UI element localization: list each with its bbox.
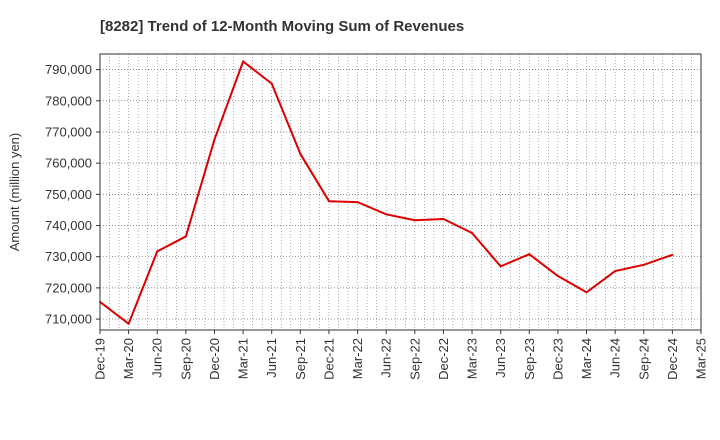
x-tick-label: Mar-22 [350, 338, 365, 379]
x-tick-label: Dec-23 [550, 338, 565, 380]
y-axis-ticks: 710,000 720,000 730,000 740,000 750,000 760,0… [45, 62, 100, 327]
data-point [528, 253, 531, 256]
x-tick-label: Dec-24 [665, 338, 680, 380]
x-tick-label: Mar-23 [465, 338, 480, 379]
y-tick-label: 770,000 [45, 124, 92, 139]
y-tick-label: 750,000 [45, 187, 92, 202]
chart-title: [8282] Trend of 12-Month Moving Sum of R… [100, 18, 464, 35]
data-point [184, 235, 187, 238]
x-tick-label: Mar-20 [121, 338, 136, 379]
data-point [327, 200, 330, 203]
data-point [156, 250, 159, 253]
data-point [242, 60, 245, 63]
x-tick-label: Dec-22 [436, 338, 451, 380]
x-tick-label: Dec-21 [321, 338, 336, 380]
x-tick-label: Dec-19 [93, 338, 108, 380]
x-tick-label: Dec-20 [207, 338, 222, 380]
data-point [556, 275, 559, 278]
y-tick-label: 710,000 [45, 312, 92, 327]
x-tick-label: Sep-20 [178, 338, 193, 380]
data-point [671, 253, 674, 256]
x-tick-label: Jun-20 [150, 338, 165, 378]
y-tick-label: 740,000 [45, 218, 92, 233]
x-tick-label: Sep-23 [522, 338, 537, 380]
x-tick-label: Jun-22 [379, 338, 394, 378]
y-tick-label: 730,000 [45, 249, 92, 264]
plot-area [99, 53, 702, 331]
data-point [471, 232, 474, 235]
data-point [614, 270, 617, 273]
x-tick-label: Jun-21 [264, 338, 279, 378]
data-point [270, 82, 273, 85]
data-point [299, 152, 302, 155]
data-point [385, 213, 388, 216]
data-point [642, 263, 645, 266]
x-tick-label: Mar-24 [579, 338, 594, 379]
x-tick-label: Mar-25 [694, 338, 709, 379]
x-tick-label: Mar-21 [236, 338, 251, 379]
data-point [213, 138, 216, 141]
data-point [442, 217, 445, 220]
x-tick-label: Sep-24 [636, 338, 651, 380]
y-tick-label: 780,000 [45, 93, 92, 108]
x-tick-label: Sep-21 [293, 338, 308, 380]
data-point [499, 265, 502, 268]
x-tick-label: Sep-22 [407, 338, 422, 380]
y-tick-label: 790,000 [45, 62, 92, 77]
x-axis-ticks: Dec-19 Mar-20 Jun-20 Sep-20 Dec-20 Mar-21 Jun-… [93, 330, 709, 380]
y-tick-label: 760,000 [45, 156, 92, 171]
gridlines [100, 54, 701, 330]
data-point [356, 201, 359, 204]
x-tick-label: Jun-23 [493, 338, 508, 378]
x-tick-label: Jun-24 [608, 338, 623, 378]
data-point [585, 291, 588, 294]
y-tick-label: 720,000 [45, 280, 92, 295]
data-point [413, 219, 416, 222]
data-point [127, 322, 130, 325]
y-axis-label: Amount (million yen) [7, 133, 22, 252]
